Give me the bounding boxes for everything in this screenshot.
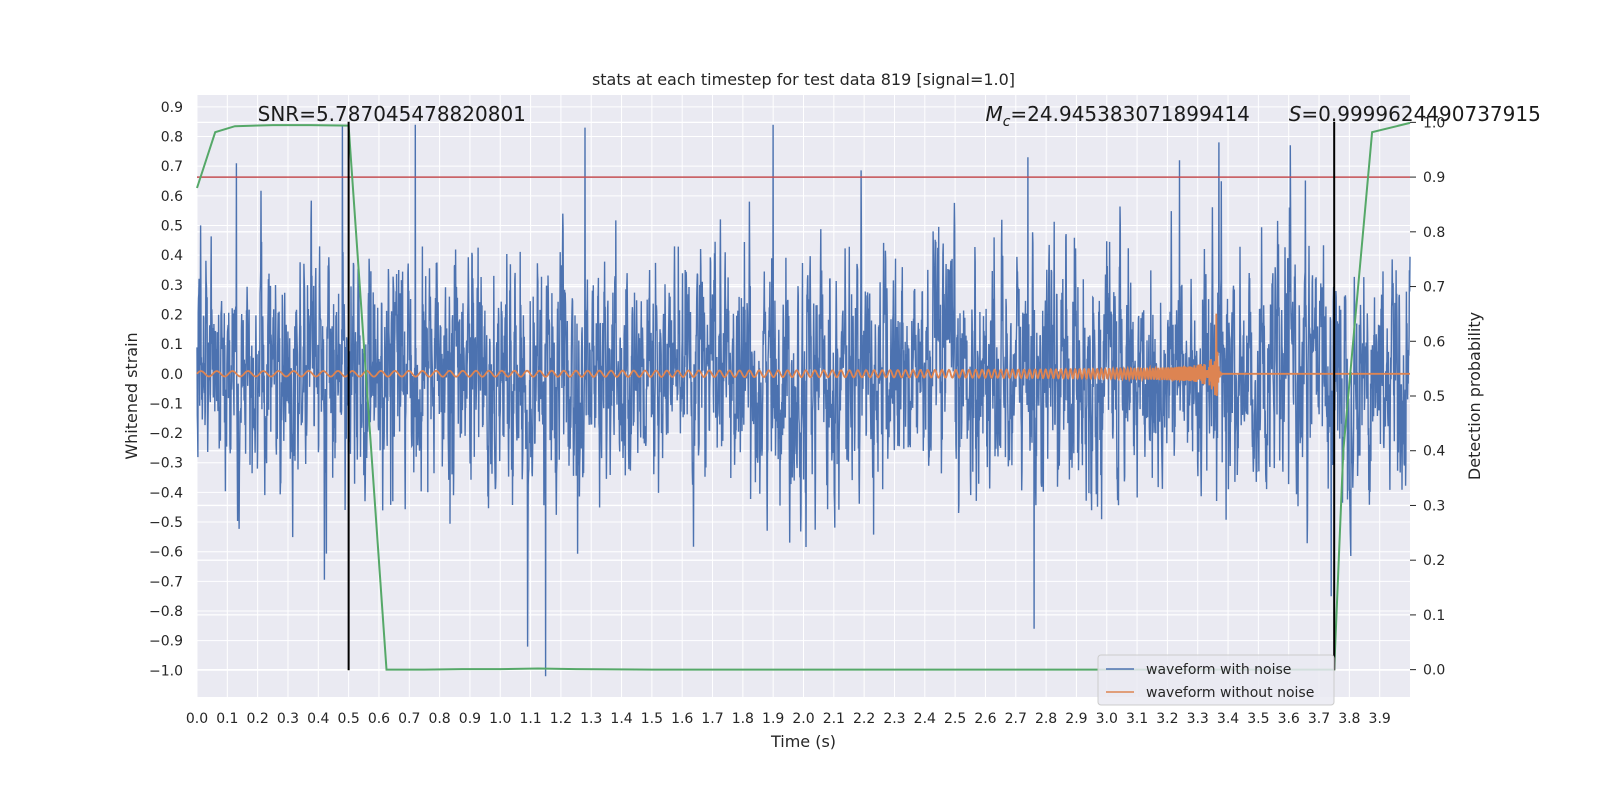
s-value: =0.9999624490737915 [1301,102,1540,126]
x-tick-label: 3.2 [1156,711,1178,727]
y2-tick-label: 0.7 [1423,280,1445,296]
y-tick-label: 0.0 [161,367,183,383]
chart-title: stats at each timestep for test data 819… [592,70,1015,89]
y-tick-label: −0.1 [149,396,183,412]
x-tick-label: 0.9 [459,711,481,727]
x-tick-label: 3.7 [1308,711,1330,727]
x-tick-label: 1.7 [701,711,723,727]
x-tick-label: 3.1 [1126,711,1148,727]
legend-label-noise: waveform with noise [1146,662,1291,678]
y-tick-label: 0.9 [161,100,183,116]
x-tick-label: 0.4 [307,711,329,727]
y-tick-label: −0.2 [149,426,183,442]
x-tick-label: 0.1 [216,711,238,727]
x-tick-label: 3.0 [1096,711,1118,727]
x-tick-label: 2.6 [974,711,996,727]
noise-waveform [196,124,1411,677]
x-tick-label: 2.9 [1065,711,1087,727]
x-tick-label: 0.5 [337,711,359,727]
mc-subscript: c [1003,114,1011,130]
y2-tick-label: 1.0 [1423,115,1445,131]
legend-label-clean: waveform without noise [1146,685,1314,701]
x-tick-label: 2.1 [823,711,845,727]
x-tick-label: 3.8 [1338,711,1360,727]
x-tick-label: 2.8 [1035,711,1057,727]
y-axis-ticks: 0.9 0.8 0.7 0.6 0.5 0.4 0.3 0.2 0.1 0.0 −0.1 −0.2 −0… [149,100,183,679]
y-tick-label: −0.8 [149,604,183,620]
x-tick-label: 0.6 [368,711,390,727]
y-axis-label: Whitened strain [122,332,141,459]
y2-tick-label: 0.1 [1423,608,1445,624]
y-tick-label: 0.4 [161,248,183,264]
x-axis-ticks: 0.0 0.1 0.2 0.3 0.4 0.5 0.6 0.7 0.8 0.9 1.0 1.1 1.2 1… [186,711,1391,727]
y2-axis-label: Detection probability [1465,312,1484,480]
y2-tick-label: 0.3 [1423,498,1445,514]
x-tick-label: 0.7 [398,711,420,727]
x-tick-label: 1.1 [519,711,541,727]
y-tick-label: −0.5 [149,515,183,531]
x-tick-label: 1.6 [671,711,693,727]
y-tick-label: 0.8 [161,130,183,146]
y-tick-label: −0.3 [149,456,183,472]
x-tick-label: 0.2 [247,711,269,727]
y-tick-label: 0.7 [161,159,183,175]
x-tick-label: 3.6 [1278,711,1300,727]
x-tick-label: 0.8 [428,711,450,727]
y-tick-label: −1.0 [149,663,183,679]
x-tick-label: 3.4 [1217,711,1239,727]
legend-box [1097,654,1335,706]
y2-tick-label: 0.4 [1423,444,1445,460]
x-tick-label: 2.2 [853,711,875,727]
y2-tick-label: 0.2 [1423,553,1445,569]
series-line-noise [196,124,1411,677]
y2-tick-label: 0.9 [1423,170,1445,186]
y-tick-label: 0.1 [161,337,183,353]
y2-tick-label: 0.5 [1423,389,1445,405]
y-tick-label: −0.7 [149,574,183,590]
chirp-mass-annotation: Mc=24.945383071899414 [985,102,1249,130]
y-tick-label: −0.4 [149,485,183,501]
x-tick-label: 3.3 [1187,711,1209,727]
legend: waveform with noise waveform without noi… [1097,654,1335,706]
y2-tick-label: 0.6 [1423,334,1445,350]
x-tick-label: 1.5 [641,711,663,727]
y-tick-label: −0.6 [149,545,183,561]
x-tick-label: 1.2 [550,711,572,727]
x-tick-label: 0.0 [186,711,208,727]
event-markers [347,121,1336,671]
y2-tick-label: 0.0 [1423,663,1445,679]
x-tick-label: 2.4 [914,711,936,727]
x-tick-label: 1.9 [762,711,784,727]
y-tick-label: 0.3 [161,278,183,294]
y2-tick-label: 0.8 [1423,225,1445,241]
x-axis-label: Time (s) [770,732,836,751]
x-tick-label: 0.3 [277,711,299,727]
x-tick-label: 3.9 [1369,711,1391,727]
s-symbol: S [1289,102,1302,126]
x-tick-label: 1.3 [580,711,602,727]
x-tick-label: 3.5 [1247,711,1269,727]
y-tick-label: 0.5 [161,218,183,234]
y-tick-label: −0.9 [149,634,183,650]
mc-symbol: M [985,102,1002,126]
y-tick-label: 0.6 [161,189,183,205]
x-tick-label: 1.0 [489,711,511,727]
x-tick-label: 1.4 [610,711,632,727]
x-tick-label: 1.8 [732,711,754,727]
mc-value: =24.945383071899414 [1010,102,1249,126]
x-tick-label: 2.7 [1005,711,1027,727]
clean-waveform [196,313,1410,397]
y-tick-label: 0.2 [161,307,183,323]
x-tick-label: 2.5 [944,711,966,727]
series-line-clean [196,313,1410,397]
x-tick-label: 2.3 [883,711,905,727]
y2-axis-ticks: 1.0 0.9 0.8 0.7 0.6 0.5 0.4 0.3 0.2 0.1 0.0 [1410,115,1445,679]
snr-annotation: SNR=5.787045478820801 [258,102,526,126]
x-tick-label: 2.0 [792,711,814,727]
score-annotation: S=0.9999624490737915 [1289,102,1541,126]
